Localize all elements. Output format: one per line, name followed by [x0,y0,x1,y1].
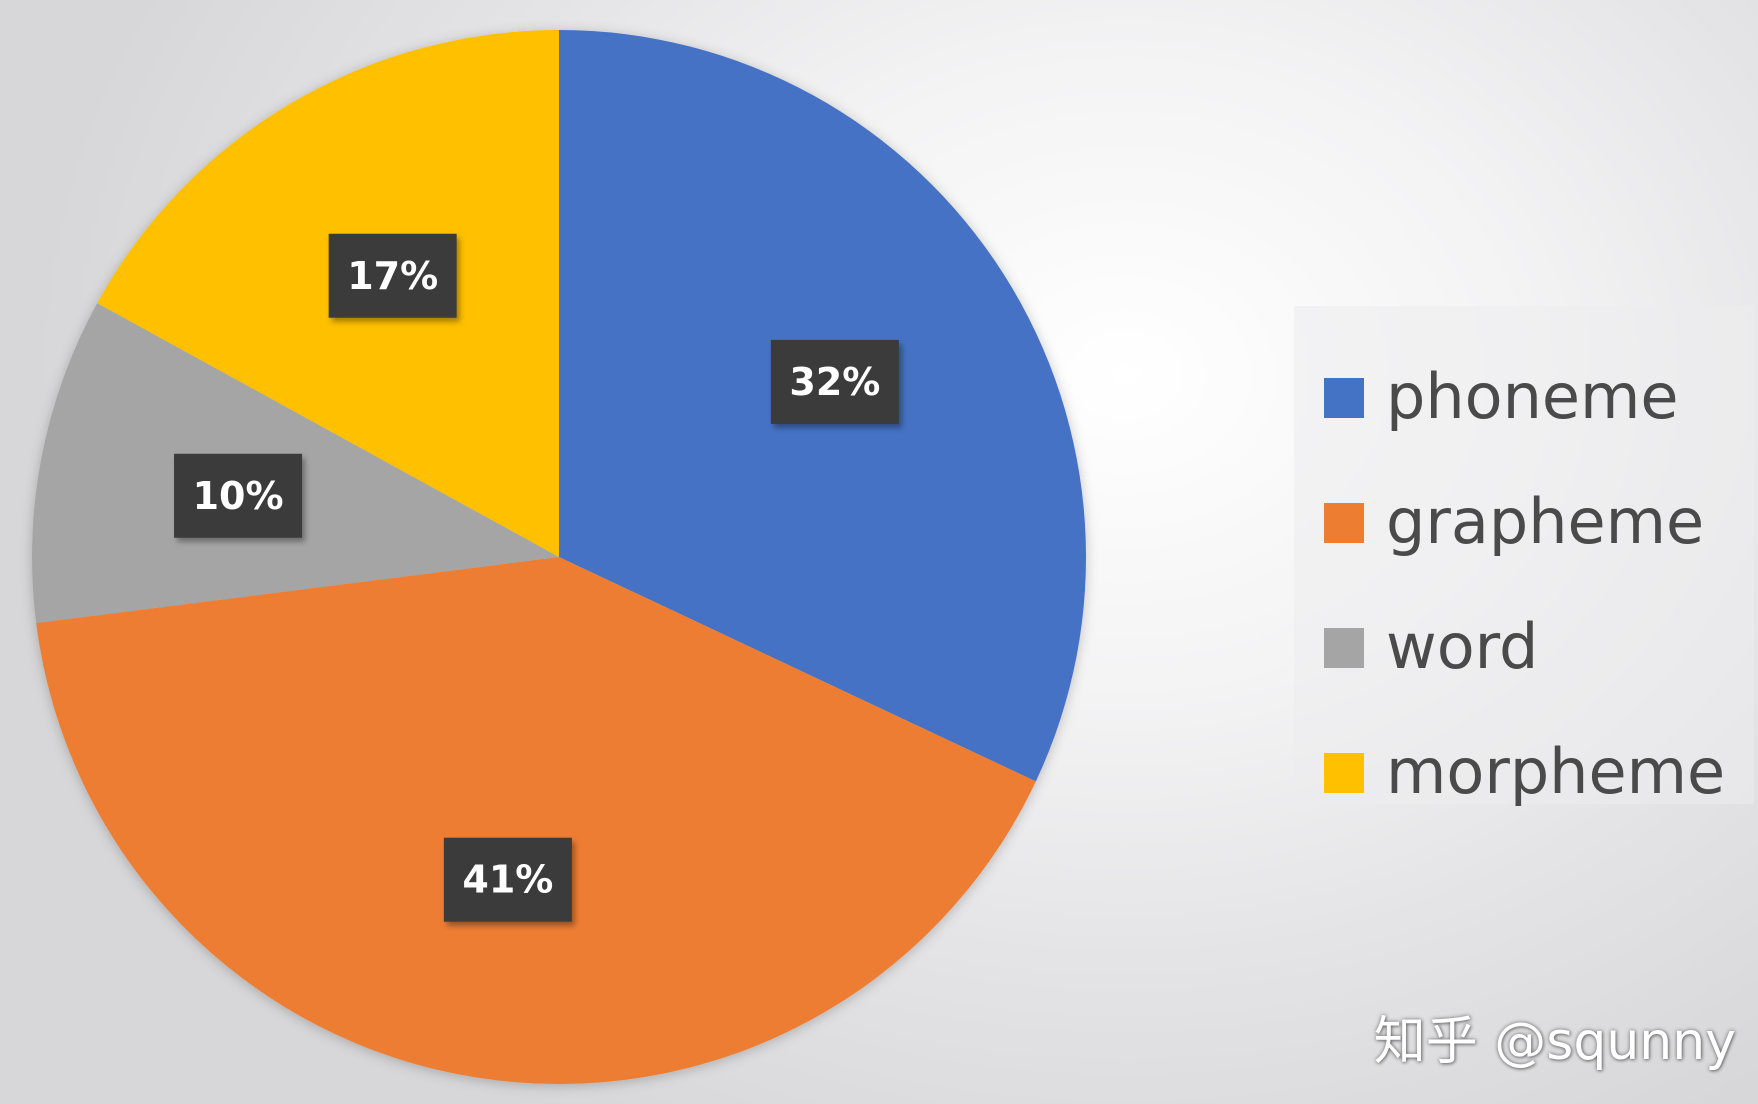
data-label-text: 17% [347,254,438,298]
legend-swatch [1324,378,1364,418]
chart-legend: phoneme grapheme word morpheme [1294,306,1754,807]
legend-item-morpheme: morpheme [1294,707,1754,832]
data-label-grapheme: 41% [443,837,572,922]
data-label-word: 10% [174,453,303,538]
legend-swatch [1324,753,1364,793]
data-label-box [174,453,303,538]
legend-item-word: word [1294,582,1754,707]
pie-slice-grapheme [36,557,1036,1084]
legend-swatch [1324,503,1364,543]
data-label-morpheme: 17% [328,233,457,318]
legend-label: phoneme [1386,360,1679,433]
legend-item-phoneme: phoneme [1294,332,1754,457]
data-label-text: 10% [193,474,284,518]
data-label-phoneme: 32% [770,339,899,424]
data-label-box [770,339,899,424]
pie-data-labels: 32% 41% 10% 17% [174,233,899,922]
data-label-box [443,837,572,922]
data-label-text: 41% [462,858,553,902]
data-label-text: 32% [789,360,880,404]
pie-slices [31,30,1086,1084]
legend-label: morpheme [1386,735,1726,808]
legend-label: grapheme [1386,485,1705,558]
legend-swatch [1324,628,1364,668]
pie-slice-morpheme [97,30,560,557]
legend-item-grapheme: grapheme [1294,457,1754,582]
legend-label: word [1386,610,1539,683]
data-label-box [328,233,457,318]
watermark: 知乎 @squnny [1373,1012,1736,1072]
